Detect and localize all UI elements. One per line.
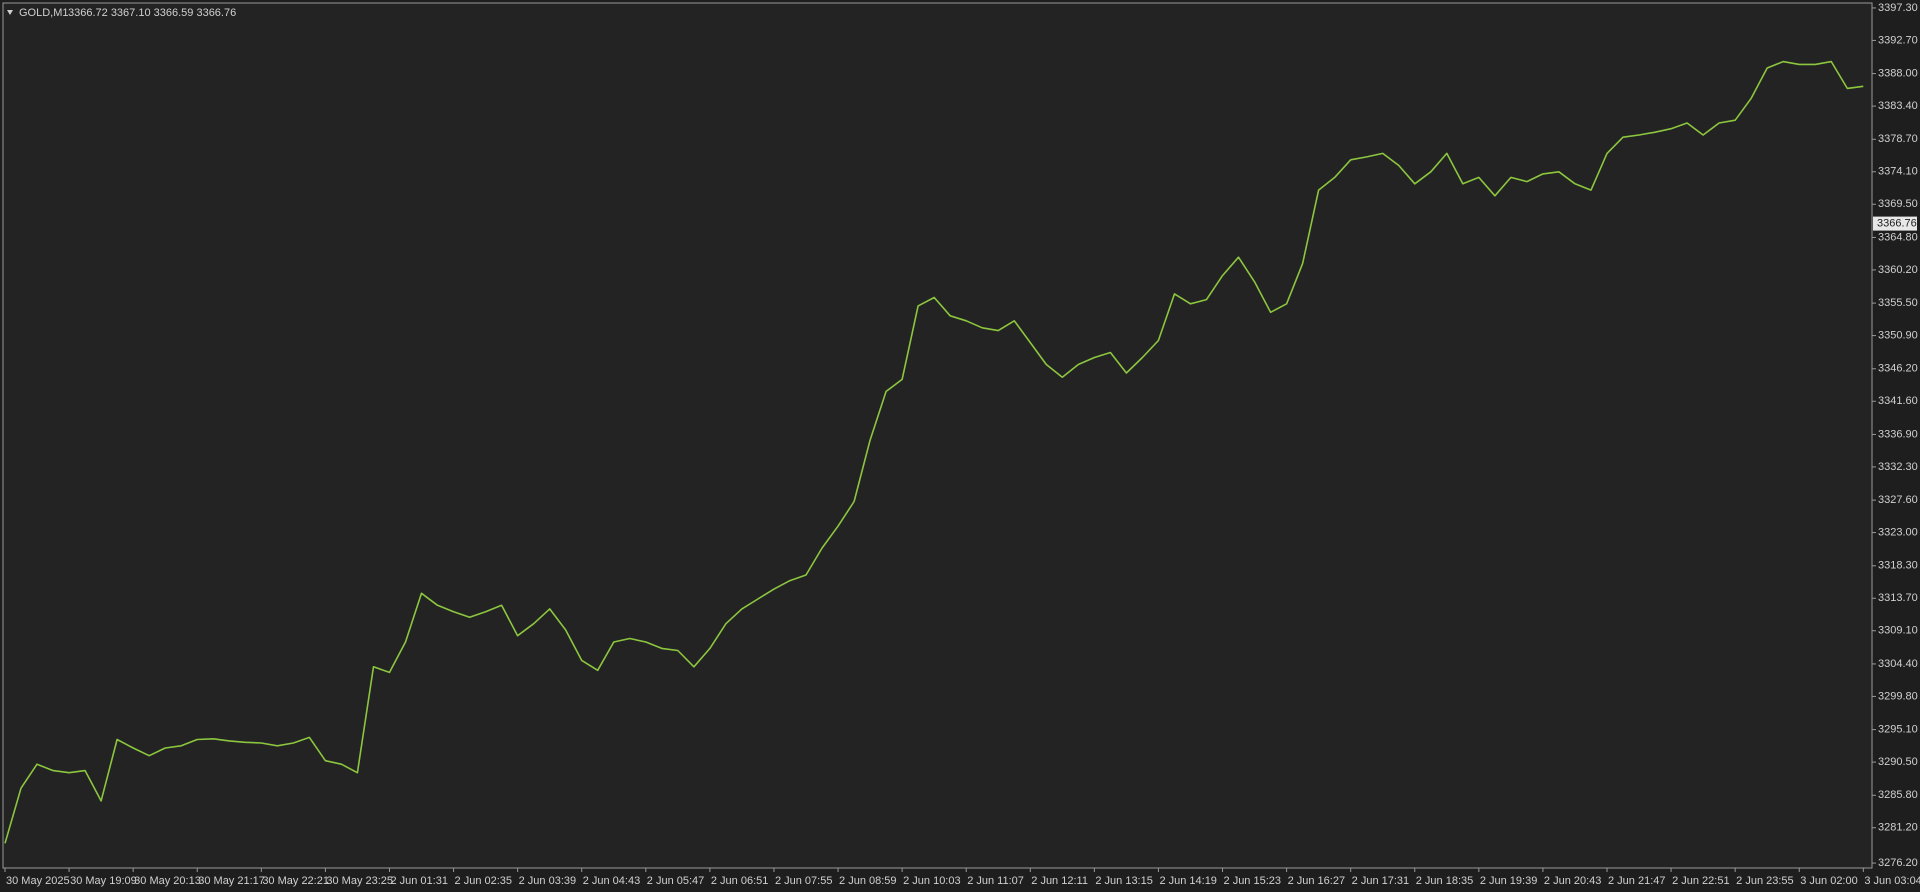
x-tick-label: 30 May 22:21 [262,875,329,887]
x-tick-label: 2 Jun 19:39 [1480,875,1538,887]
price-line [4,60,1864,844]
x-tick-label: 2 Jun 13:15 [1095,875,1153,887]
last-price-marker [1873,216,1917,231]
y-tick-label: 3364.80 [1878,231,1918,243]
x-tick-label: 2 Jun 03:39 [519,875,577,887]
y-tick-label: 3318.30 [1878,560,1918,572]
y-tick-label: 3332.30 [1878,461,1918,473]
chart-title: GOLD,M1 [19,7,69,19]
y-tick-label: 3281.20 [1878,822,1918,834]
y-tick-label: 3378.70 [1878,133,1918,145]
last-price-label: 3366.76 [1877,217,1917,229]
y-tick-label: 3313.70 [1878,592,1918,604]
y-tick-label: 3323.00 [1878,526,1918,538]
y-tick-label: 3285.80 [1878,789,1918,801]
x-tick-label: 2 Jun 01:31 [390,875,448,887]
x-tick-label: 2 Jun 10:03 [903,875,961,887]
y-tick-label: 3388.00 [1878,68,1918,80]
y-tick-label: 3397.30 [1878,2,1918,14]
y-tick-label: 3350.90 [1878,329,1918,341]
x-tick-label: 2 Jun 08:59 [839,875,897,887]
x-tick-label: 2 Jun 21:47 [1608,875,1666,887]
x-tick-label: 2 Jun 05:47 [647,875,705,887]
x-tick-label: 2 Jun 11:07 [967,875,1024,887]
y-tick-label: 3336.90 [1878,428,1918,440]
y-tick-label: 3374.10 [1878,166,1918,178]
x-tick-label: 2 Jun 14:19 [1159,875,1217,887]
y-tick-label: 3360.20 [1878,264,1918,276]
x-tick-label: 2 Jun 16:27 [1288,875,1346,887]
x-tick-label: 30 May 20:13 [134,875,201,887]
y-tick-label: 3369.50 [1878,198,1918,210]
x-tick-label: 3 Jun 03:04 [1864,875,1920,887]
x-tick-label: 2 Jun 23:55 [1736,875,1794,887]
y-tick-label: 3290.50 [1878,756,1918,768]
y-tick-label: 3327.60 [1878,494,1918,506]
ohlc-values: 3366.72 3367.10 3366.59 3366.76 [68,7,236,19]
x-tick-label: 2 Jun 12:11 [1031,875,1088,887]
x-tick-label: 2 Jun 18:35 [1416,875,1474,887]
y-tick-label: 3392.70 [1878,34,1918,46]
y-tick-label: 3304.40 [1878,658,1918,670]
y-tick-label: 3309.10 [1878,625,1918,637]
menu-arrow[interactable] [7,10,13,15]
y-tick-label: 3276.20 [1878,857,1918,869]
x-tick-label: 2 Jun 02:35 [455,875,513,887]
x-tick-label: 2 Jun 17:31 [1352,875,1410,887]
x-tick-label: 30 May 19:09 [70,875,137,887]
x-tick-label: 30 May 2025 [6,875,70,887]
x-tick-label: 2 Jun 07:55 [775,875,833,887]
plot-area [2,2,1873,869]
x-tick-label: 3 Jun 02:00 [1800,875,1858,887]
x-tick-label: 2 Jun 04:43 [583,875,641,887]
y-tick-label: 3295.10 [1878,724,1918,736]
x-tick-label: 2 Jun 22:51 [1672,875,1730,887]
x-tick-label: 2 Jun 15:23 [1224,875,1282,887]
x-tick-label: 2 Jun 06:51 [711,875,769,887]
y-tick-label: 3383.40 [1878,100,1918,112]
x-tick-label: 30 May 21:17 [198,875,265,887]
y-tick-label: 3346.20 [1878,363,1918,375]
y-tick-label: 3341.60 [1878,395,1918,407]
y-tick-label: 3299.80 [1878,690,1918,702]
x-tick-label: 2 Jun 20:43 [1544,875,1602,887]
x-tick-label: 30 May 23:25 [326,875,393,887]
y-tick-label: 3355.50 [1878,297,1918,309]
